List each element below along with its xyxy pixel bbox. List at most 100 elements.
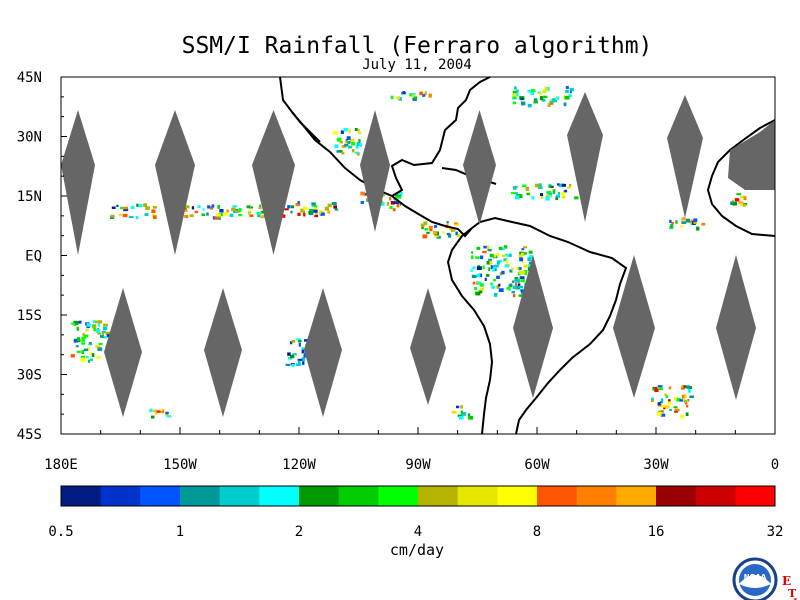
rain-cell — [494, 268, 497, 272]
rain-cell — [471, 251, 474, 254]
rain-cell — [331, 202, 337, 205]
rain-cell — [567, 186, 571, 189]
rain-cell — [528, 255, 533, 259]
rain-cell — [736, 193, 742, 196]
rain-cell — [123, 208, 129, 212]
rain-cell — [429, 228, 433, 232]
rain-cell — [256, 211, 261, 216]
rain-cell — [499, 272, 502, 276]
rain-cell — [347, 145, 353, 149]
rain-cell — [684, 394, 687, 399]
rain-cell — [419, 91, 424, 96]
rain-cell — [512, 280, 515, 283]
rain-cell — [334, 144, 339, 149]
rain-cell — [557, 191, 560, 195]
rain-cell — [514, 86, 517, 90]
rain-cell — [496, 252, 500, 257]
rain-cell — [154, 411, 158, 415]
rain-cell — [743, 196, 747, 201]
rain-cell — [321, 212, 325, 216]
rain-cell — [96, 329, 101, 333]
rain-cell — [343, 128, 348, 132]
rain-cell — [287, 205, 291, 209]
colorbar-swatch — [656, 486, 697, 506]
rain-cell — [476, 266, 482, 270]
colorbar: 0.5 1 2 4 8 16 32 cm/day — [48, 485, 783, 559]
rain-cell — [301, 349, 305, 354]
rain-cell — [324, 206, 329, 211]
rain-cell — [499, 247, 505, 251]
rain-cell — [210, 206, 214, 210]
rain-cell — [518, 254, 523, 258]
rain-cell — [657, 385, 663, 388]
rain-cell — [207, 205, 211, 209]
rain-cell — [420, 223, 425, 227]
rain-cell — [423, 221, 428, 226]
rain-cell — [494, 264, 499, 268]
rain-cell — [516, 267, 519, 270]
rain-cell — [380, 202, 385, 206]
rain-cell — [486, 245, 490, 249]
rain-cell — [428, 93, 432, 98]
rain-cell — [506, 253, 510, 257]
rain-cell — [392, 208, 396, 212]
rain-cell — [226, 209, 229, 213]
colorbar-swatch — [616, 486, 657, 506]
rain-cell — [290, 205, 295, 209]
colorbar-swatch — [537, 486, 578, 506]
lon-label: 150W — [163, 457, 197, 473]
rain-cell — [89, 352, 92, 356]
rain-cell — [86, 347, 91, 351]
rain-cell — [660, 413, 666, 417]
lon-labels: 180E 150W 120W 90W 60W 30W 0 — [44, 457, 779, 473]
rain-cell — [688, 389, 691, 393]
rain-cell — [474, 287, 478, 290]
rain-cell — [518, 294, 523, 297]
rain-cell — [556, 96, 560, 100]
rain-cell — [498, 283, 501, 287]
orbit-gap — [360, 110, 390, 232]
orbit-gap — [304, 288, 342, 417]
rain-cell — [696, 226, 700, 231]
colorbar-swatch — [378, 486, 419, 506]
rain-cell — [313, 209, 318, 213]
rain-cell — [455, 231, 458, 235]
rain-cell — [460, 405, 463, 409]
rain-cell — [106, 334, 111, 338]
rain-cell — [516, 194, 521, 197]
rain-cell — [300, 208, 305, 213]
rain-cell — [448, 233, 452, 238]
rain-cell — [366, 200, 369, 203]
rain-cell — [149, 408, 153, 413]
rain-cell — [165, 412, 169, 416]
rain-cell — [246, 205, 251, 209]
rain-cell — [658, 387, 663, 391]
noaa-logo-bird — [739, 575, 771, 588]
colorbar-swatches — [61, 486, 776, 506]
rain-cell — [533, 98, 538, 102]
rain-cell — [546, 195, 549, 199]
noaa-logo: NOAA E T L — [732, 557, 800, 600]
rain-cell — [217, 205, 220, 209]
rain-cell — [668, 386, 672, 390]
rain-cell — [467, 413, 471, 416]
rain-cell — [94, 320, 100, 324]
rain-cell — [565, 86, 569, 89]
rain-cell — [478, 290, 483, 294]
rain-cell — [687, 398, 690, 402]
rain-cell — [202, 208, 205, 211]
rain-cell — [688, 386, 692, 390]
rain-cell — [515, 278, 520, 283]
rain-cell — [351, 141, 355, 146]
rain-cell — [219, 209, 224, 213]
rain-cell — [512, 285, 518, 290]
rain-cell — [354, 128, 358, 132]
rain-cell — [539, 183, 542, 187]
rain-cell — [521, 248, 525, 251]
rain-cell — [339, 141, 343, 144]
rain-cell — [232, 205, 238, 208]
rain-cell — [75, 321, 79, 325]
rain-cell — [539, 96, 544, 101]
orbit-gap — [463, 110, 496, 225]
rain-cell — [509, 269, 513, 273]
